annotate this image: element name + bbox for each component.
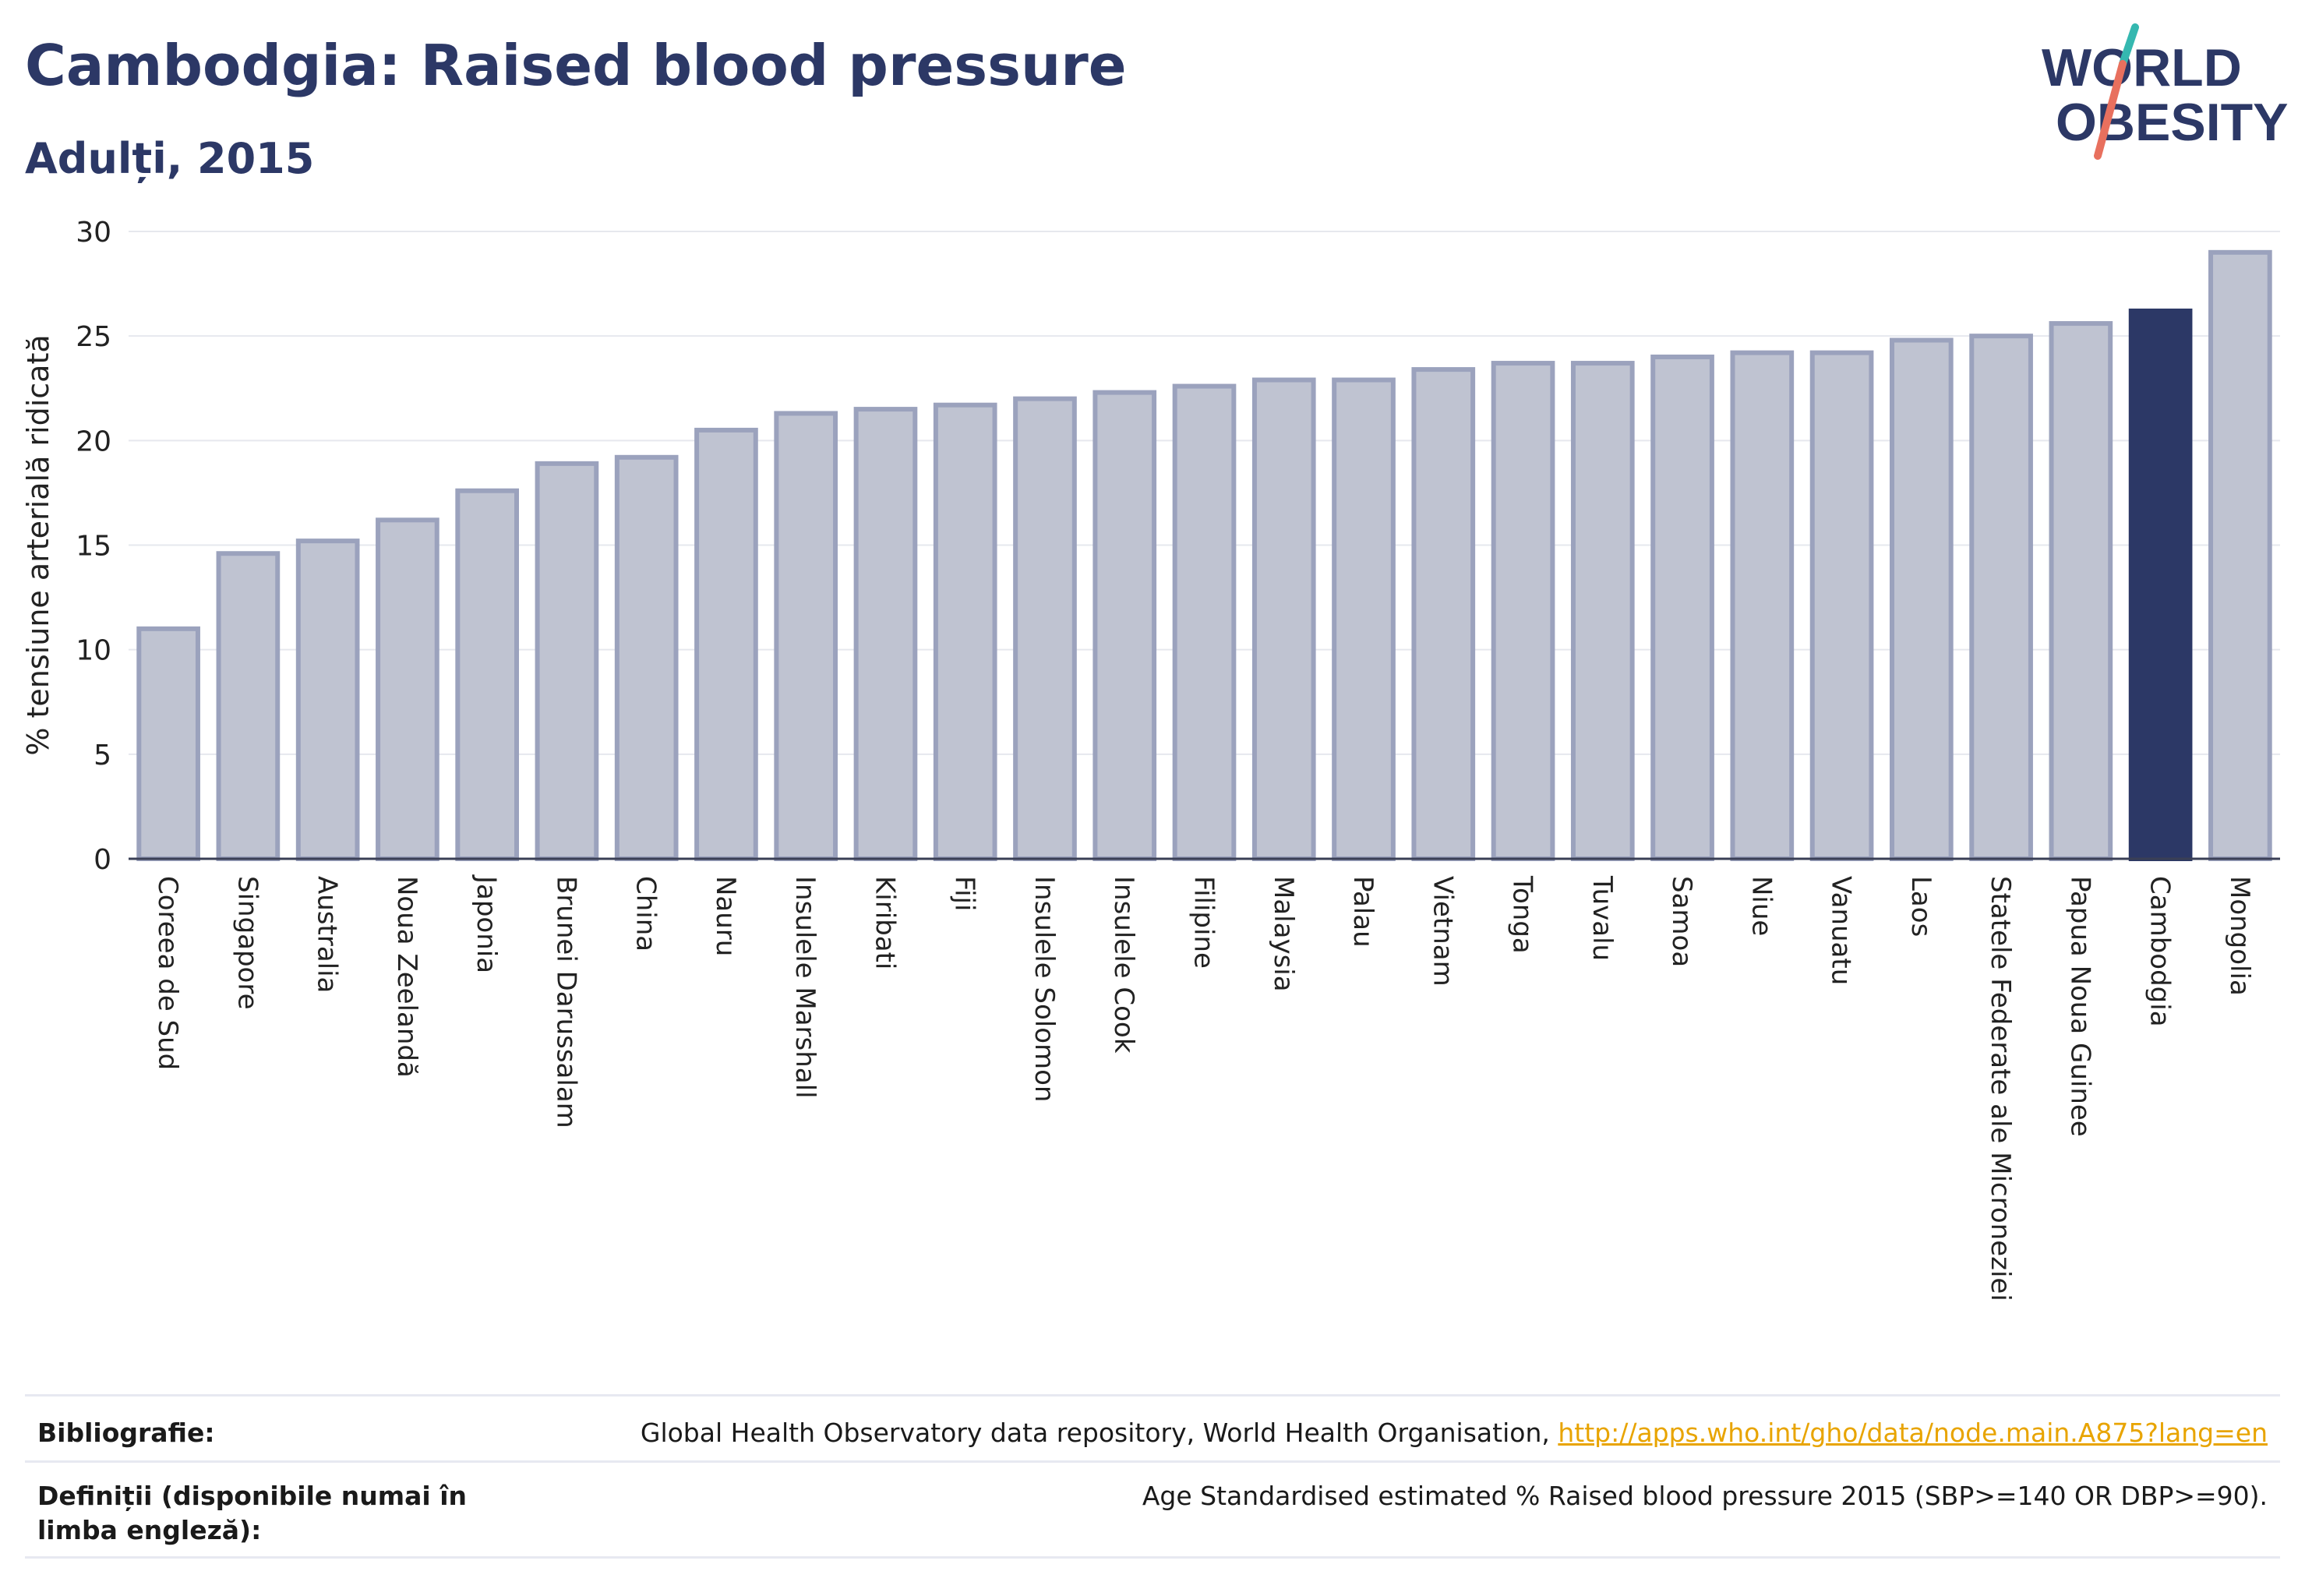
x-tick-label: Kiribati: [869, 876, 900, 969]
logo-line1: WORLD: [2042, 38, 2242, 97]
y-axis-label: % tensiune arterială ridicată: [21, 334, 55, 755]
chart-subtitle: Adulți, 2015: [25, 134, 315, 183]
bar[interactable]: [1013, 396, 1077, 861]
bar[interactable]: [1172, 383, 1237, 862]
x-tick-label: Malaysia: [1268, 876, 1299, 992]
x-tick-label: Vanuatu: [1826, 876, 1857, 985]
bar[interactable]: [1332, 377, 1396, 861]
logo-slash-teal: [2119, 23, 2139, 68]
bar[interactable]: [1570, 361, 1635, 861]
definitions-value: Age Standardised estimated % Raised bloo…: [1142, 1481, 2268, 1511]
x-tick-label: Mongolia: [2224, 876, 2255, 996]
definitions-label: Definiții (disponibile numai în limba en…: [37, 1481, 468, 1545]
x-tick-label: Statele Federate ale Microneziei: [1985, 876, 2016, 1301]
bar[interactable]: [136, 626, 200, 861]
x-tick-label: Noua Zeelandă: [391, 876, 422, 1078]
x-tick-label: Coreea de Sud: [152, 876, 183, 1070]
y-tick-label: 20: [76, 425, 111, 457]
bar[interactable]: [694, 427, 758, 861]
bar[interactable]: [1092, 390, 1157, 862]
bibliography-label: Bibliografie:: [37, 1418, 215, 1448]
bar[interactable]: [216, 551, 281, 861]
bibliography-value: Global Health Observatory data repositor…: [641, 1416, 2268, 1450]
bars: [136, 249, 2272, 862]
bar-chart: 0 5 10 15 20 25 30 Coreea de Sud Singapore Austr…: [21, 217, 2280, 1301]
x-tick-label: Laos: [1905, 876, 1936, 937]
bibliography-text: Global Health Observatory data repositor…: [640, 1418, 1558, 1448]
bar[interactable]: [774, 411, 838, 861]
bar[interactable]: [1809, 350, 1874, 861]
bar[interactable]: [1251, 377, 1316, 861]
y-tick-label: 25: [76, 321, 111, 353]
x-tick-label: Niue: [1746, 876, 1777, 936]
bar[interactable]: [2208, 249, 2272, 862]
bar[interactable]: [1969, 334, 2033, 861]
bar[interactable]: [2049, 321, 2113, 862]
bar[interactable]: [1411, 367, 1476, 862]
x-tick-label: Singapore: [231, 876, 263, 1010]
x-tick-label: Insulele Solomon: [1029, 876, 1060, 1102]
y-tick-label: 0: [94, 844, 111, 876]
x-tick-label: Tuvalu: [1587, 875, 1618, 961]
x-tick-label: Insulele Cook: [1108, 876, 1139, 1054]
y-tick-label: 10: [76, 635, 111, 667]
x-tick-label: Samoa: [1666, 876, 1697, 967]
bar[interactable]: [1491, 361, 1555, 861]
bar[interactable]: [614, 454, 679, 861]
bar-highlighted[interactable]: [2128, 308, 2193, 861]
x-tick-label: Palau: [1347, 876, 1378, 948]
logo-slash-coral: [2094, 60, 2127, 160]
bar[interactable]: [1650, 355, 1714, 861]
x-tick-label: Fiji: [949, 876, 980, 911]
x-tick-label: Insulele Marshall: [789, 876, 821, 1099]
chart-title: Cambodgia: Raised blood pressure: [25, 33, 1127, 98]
logo-line2: OBESITY: [2056, 93, 2289, 152]
x-tick-label: Brunei Darussalam: [550, 876, 581, 1128]
x-tick-label: China: [630, 876, 662, 952]
y-tick-label: 5: [94, 740, 111, 772]
world-obesity-logo: WORLD OBESITY: [2042, 23, 2289, 160]
x-tick-labels: Coreea de Sud Singapore Australia Noua Zeel…: [152, 874, 2255, 1301]
y-tick-label: 30: [76, 217, 111, 249]
x-tick-label: Nauru: [710, 876, 741, 956]
x-tick-label: Papua Noua Guinee: [2064, 876, 2095, 1137]
bar[interactable]: [295, 538, 360, 862]
bar[interactable]: [1730, 350, 1795, 861]
bibliography-link[interactable]: http://apps.who.int/gho/data/node.main.A…: [1558, 1418, 2268, 1448]
bar[interactable]: [1889, 337, 1954, 861]
bar[interactable]: [455, 488, 520, 861]
x-tick-label: Filipine: [1188, 876, 1220, 969]
x-tick-label: Cambodgia: [2144, 876, 2176, 1027]
x-tick-label: Japonia: [471, 874, 502, 973]
bar[interactable]: [853, 407, 918, 861]
x-tick-label: Vietnam: [1427, 876, 1458, 987]
y-tick-label: 15: [76, 531, 111, 563]
x-tick-label: Australia: [312, 876, 343, 993]
footer-divider-middle: [25, 1460, 2280, 1463]
footer-divider-top: [25, 1394, 2280, 1396]
y-tick-labels: 0 5 10 15 20 25 30: [76, 217, 111, 876]
bar[interactable]: [933, 402, 997, 861]
bar[interactable]: [376, 517, 439, 861]
x-tick-label: Tonga: [1507, 875, 1538, 954]
bar[interactable]: [535, 461, 599, 861]
footer-divider-bottom: [25, 1556, 2280, 1559]
